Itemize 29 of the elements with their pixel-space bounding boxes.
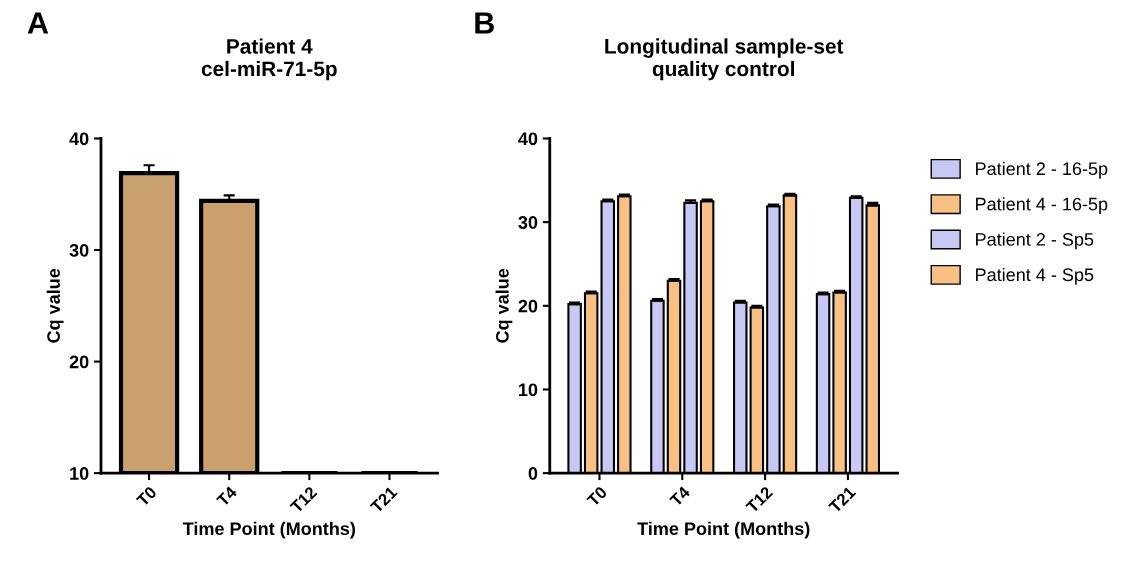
- legend-label: Patient 2 - 16-5p: [976, 161, 1108, 179]
- legend-label: Patient 2 - Sp5: [976, 232, 1094, 250]
- legend-label: Patient 4 - 16-5p: [976, 197, 1108, 215]
- chart-title: Patient 4 cel-miR-71-5p: [201, 38, 337, 81]
- x-axis-title: Time Point (Months): [637, 521, 810, 539]
- chart-title: Longitudinal sample-set quality control: [605, 38, 844, 81]
- y-tick-label: 20: [69, 355, 89, 369]
- x-tick-label: T21: [369, 485, 398, 514]
- y-axis-title: Cq value: [495, 268, 513, 343]
- x-tick-label: T12: [289, 485, 318, 514]
- x-tick-label: T12: [745, 485, 774, 514]
- y-tick-label: 10: [519, 383, 538, 397]
- legend-label: Patient 4 - Sp5: [976, 267, 1094, 285]
- x-tick-label: T0: [586, 485, 608, 508]
- y-tick-label: 30: [518, 216, 538, 229]
- x-axis-title: Time Point (Months): [182, 521, 355, 539]
- x-tick-label: T21: [828, 485, 857, 514]
- x-tick-label: T4: [216, 485, 238, 508]
- x-tick-label: T0: [135, 485, 158, 508]
- y-tick-label: 0: [528, 467, 538, 480]
- text: A: [27, 12, 49, 34]
- y-tick-label: 30: [69, 243, 89, 257]
- text: B: [475, 12, 494, 34]
- y-tick-label: 10: [70, 467, 89, 480]
- y-tick-label: 20: [518, 299, 538, 313]
- y-axis-title: Cq value: [46, 268, 64, 343]
- y-tick-label: 40: [518, 132, 538, 146]
- x-tick-label: T4: [669, 485, 691, 508]
- y-tick-label: 40: [69, 132, 89, 146]
